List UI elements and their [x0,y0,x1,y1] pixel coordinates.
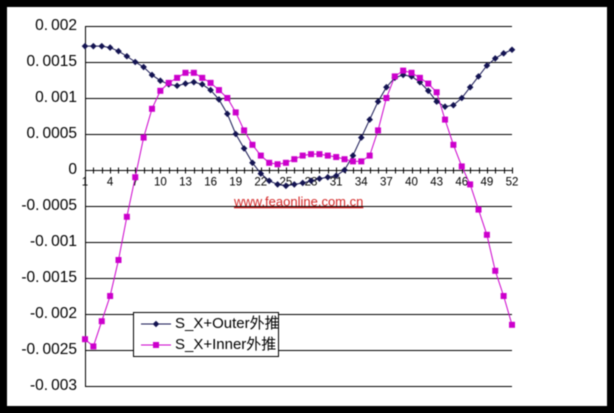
svg-text:-0. 0015: -0. 0015 [21,269,77,286]
svg-text:40: 40 [405,177,418,189]
svg-text:13: 13 [179,177,192,189]
svg-text:49: 49 [480,177,493,189]
svg-text:43: 43 [430,177,443,189]
svg-text:22: 22 [254,177,267,189]
svg-text:-0. 0005: -0. 0005 [21,197,77,214]
svg-text:0. 0015: 0. 0015 [26,53,77,70]
svg-text:52: 52 [506,177,519,189]
svg-text:-0. 002: -0. 002 [30,305,77,322]
svg-text:S_X+Outer外推: S_X+Outer外推 [175,315,280,332]
svg-text:-0. 003: -0. 003 [30,377,77,394]
svg-text:0. 0005: 0. 0005 [26,125,77,142]
svg-text:46: 46 [455,177,468,189]
svg-text:0: 0 [68,161,77,178]
svg-text:-0. 001: -0. 001 [30,233,77,250]
svg-text:16: 16 [204,177,217,189]
svg-text:10: 10 [154,177,167,189]
svg-text:19: 19 [229,177,242,189]
svg-text:-0. 0025: -0. 0025 [21,341,77,358]
svg-text:34: 34 [355,177,368,189]
svg-text:www.feaonline.com.cn: www.feaonline.com.cn [233,194,363,209]
svg-text:S_X+Inner外推: S_X+Inner外推 [175,336,276,353]
svg-text:1: 1 [82,177,88,189]
svg-text:4: 4 [107,177,114,189]
svg-text:0. 002: 0. 002 [35,17,77,34]
svg-text:37: 37 [380,177,393,189]
svg-text:0. 001: 0. 001 [35,89,77,106]
